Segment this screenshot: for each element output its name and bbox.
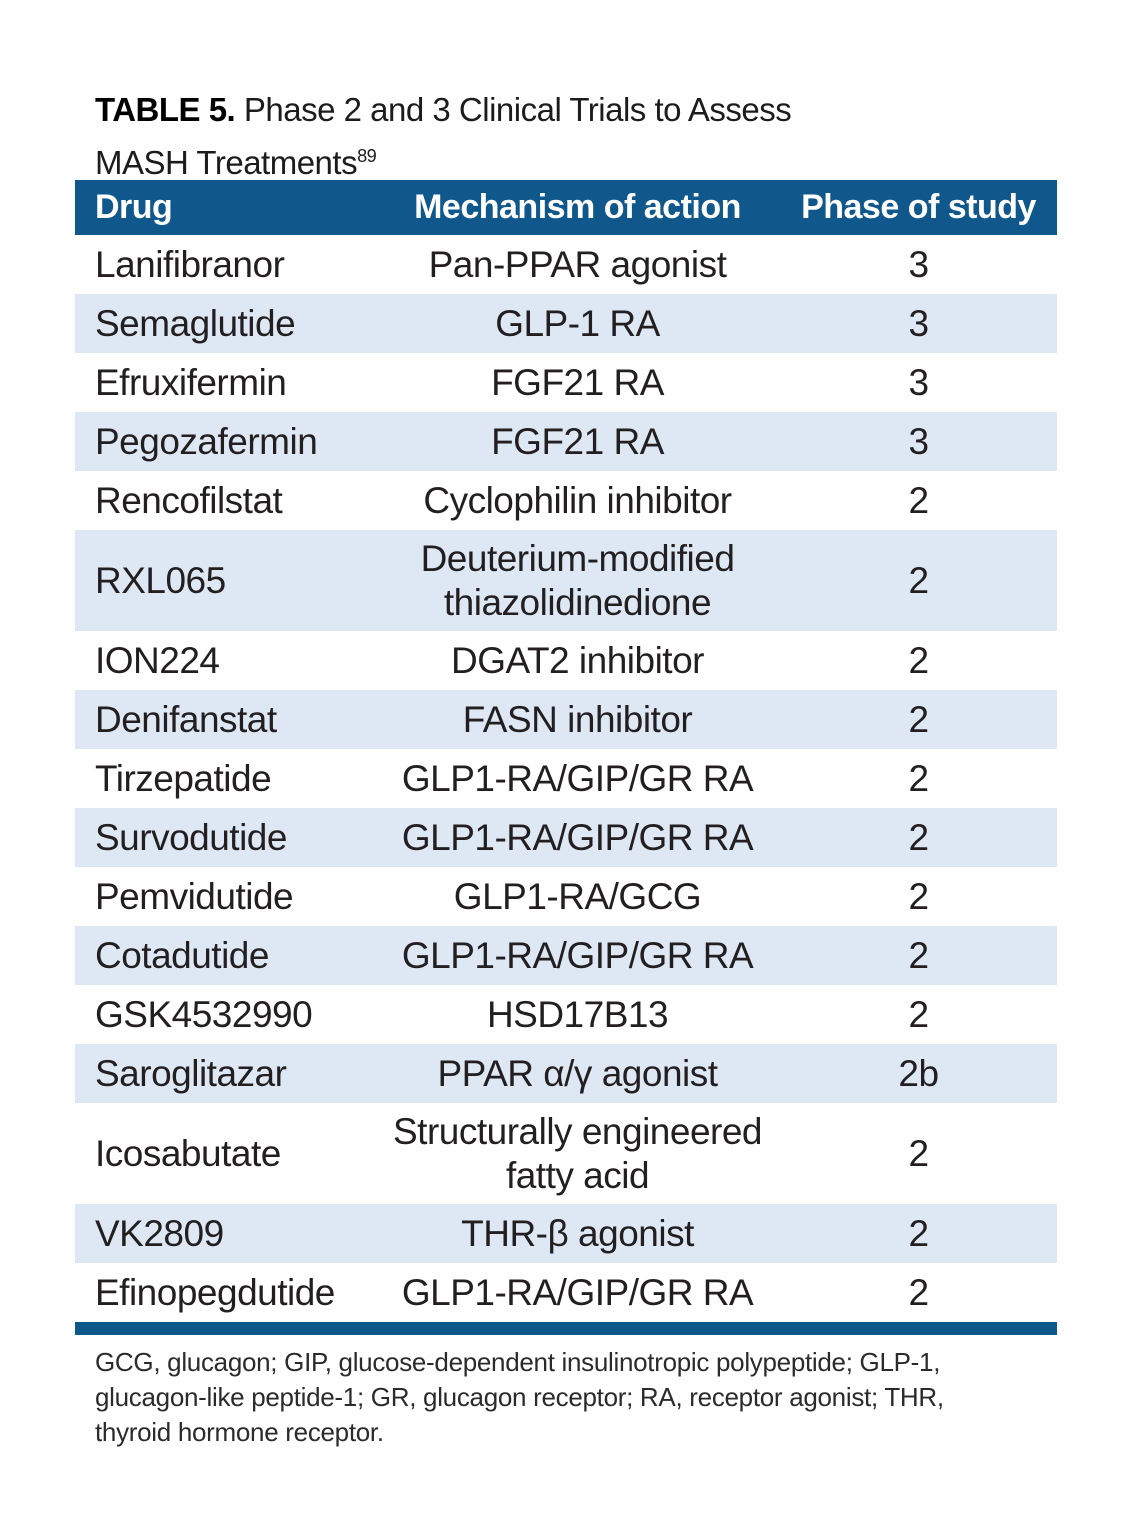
table-title: TABLE 5. Phase 2 and 3 Clinical Trials t… (95, 86, 1055, 186)
phase-cell: 3 (908, 420, 929, 462)
drug-cell: Rencofilstat (95, 479, 283, 521)
mechanism-cell: Deuterium-modified thiazolidinedione (420, 537, 735, 623)
column-header-mechanism: Mechanism of action (414, 188, 741, 226)
drug-cell: VK2809 (95, 1212, 224, 1254)
phase-cell: 2 (908, 1132, 929, 1174)
table-row: RXL065 Deuterium-modified thiazolidinedi… (75, 530, 1057, 631)
mechanism-cell: Cyclophilin inhibitor (423, 479, 732, 521)
drug-cell: Efruxifermin (95, 361, 287, 403)
phase-cell: 2 (908, 698, 929, 740)
mechanism-cell: GLP1-RA/GIP/GR RA (401, 816, 754, 858)
drug-cell: Pegozafermin (95, 420, 318, 462)
column-header-drug: Drug (95, 188, 173, 226)
drug-cell: Lanifibranor (95, 243, 285, 285)
phase-cell: 3 (908, 243, 929, 285)
table-title-line1: TABLE 5. Phase 2 and 3 Clinical Trials t… (95, 86, 1055, 133)
table-row: Cotadutide GLP1-RA/GIP/GR RA 2 (75, 926, 1057, 985)
table-row: Efruxifermin FGF21 RA 3 (75, 353, 1057, 412)
table-row: Semaglutide GLP-1 RA 3 (75, 294, 1057, 353)
table-row: Denifanstat FASN inhibitor 2 (75, 690, 1057, 749)
mechanism-cell: PPAR α/γ agonist (437, 1052, 718, 1094)
mechanism-cell: FGF21 RA (491, 420, 664, 462)
phase-cell: 2 (908, 993, 929, 1035)
phase-cell: 2b (898, 1052, 939, 1094)
phase-cell: 2 (908, 1212, 929, 1254)
mechanism-cell: GLP1-RA/GCG (453, 875, 702, 917)
mechanism-cell: Structurally engineered fatty acid (393, 1110, 763, 1196)
mechanism-cell: HSD17B13 (486, 993, 669, 1035)
phase-cell: 2 (908, 934, 929, 976)
drug-cell: Pemvidutide (95, 875, 294, 917)
phase-cell: 2 (908, 1271, 929, 1313)
table-row: Tirzepatide GLP1-RA/GIP/GR RA 2 (75, 749, 1057, 808)
drug-cell: Semaglutide (95, 302, 296, 344)
mechanism-cell: Pan-PPAR agonist (428, 243, 727, 285)
footnote-line: glucagon-like peptide-1; GR, glucagon re… (95, 1382, 944, 1412)
table-row: Lanifibranor Pan-PPAR agonist 3 (75, 235, 1057, 294)
footnote-line: thyroid hormone receptor. (95, 1417, 384, 1447)
table-title-line2: MASH Treatments89 (95, 133, 1055, 186)
table-row: Efinopegdutide GLP1-RA/GIP/GR RA 2 (75, 1263, 1057, 1322)
phase-cell: 2 (908, 757, 929, 799)
phase-cell: 3 (908, 302, 929, 344)
mechanism-cell: DGAT2 inhibitor (451, 639, 704, 681)
table-row: ION224 DGAT2 inhibitor 2 (75, 631, 1057, 690)
table-row: Pegozafermin FGF21 RA 3 (75, 412, 1057, 471)
phase-cell: 3 (908, 361, 929, 403)
mechanism-cell: GLP1-RA/GIP/GR RA (401, 757, 754, 799)
table-row: VK2809 THR-β agonist 2 (75, 1204, 1057, 1263)
table-bottom-rule (75, 1322, 1057, 1335)
drug-cell: Tirzepatide (95, 757, 272, 799)
clinical-trials-table: Drug Mechanism of action Phase of study … (75, 180, 1057, 1450)
drug-cell: Cotadutide (95, 934, 269, 976)
mechanism-cell: FGF21 RA (491, 361, 664, 403)
phase-cell: 2 (908, 639, 929, 681)
mechanism-cell: GLP1-RA/GIP/GR RA (401, 934, 754, 976)
footnote-line: GCG, glucagon; GIP, glucose-dependent in… (95, 1347, 941, 1377)
phase-cell: 2 (908, 479, 929, 521)
table-row: GSK4532990 HSD17B13 2 (75, 985, 1057, 1044)
phase-cell: 2 (908, 816, 929, 858)
mechanism-cell: FASN inhibitor (462, 698, 693, 740)
table-row: Survodutide GLP1-RA/GIP/GR RA 2 (75, 808, 1057, 867)
drug-cell: Saroglitazar (95, 1052, 287, 1094)
table-row: Saroglitazar PPAR α/γ agonist 2b (75, 1044, 1057, 1103)
column-header-phase: Phase of study (801, 188, 1036, 226)
reference-superscript: 89 (357, 146, 377, 166)
table-title-text: Phase 2 and 3 Clinical Trials to Assess (243, 91, 792, 128)
drug-cell: Denifanstat (95, 698, 277, 740)
mechanism-cell: THR-β agonist (461, 1212, 694, 1254)
table-row: Rencofilstat Cyclophilin inhibitor 2 (75, 471, 1057, 530)
phase-cell: 2 (908, 875, 929, 917)
table-row: Icosabutate Structurally engineered fatt… (75, 1103, 1057, 1204)
drug-cell: ION224 (95, 639, 220, 681)
drug-cell: Efinopegdutide (95, 1271, 335, 1313)
mechanism-cell: GLP-1 RA (495, 302, 660, 344)
drug-cell: GSK4532990 (95, 993, 313, 1035)
drug-cell: Icosabutate (95, 1132, 281, 1174)
table-header-row: Drug Mechanism of action Phase of study (75, 180, 1057, 235)
table-title-text-2: MASH Treatments (95, 144, 358, 181)
phase-cell: 2 (908, 559, 929, 601)
mechanism-cell: GLP1-RA/GIP/GR RA (401, 1271, 754, 1313)
table-row: Pemvidutide GLP1-RA/GCG 2 (75, 867, 1057, 926)
drug-cell: Survodutide (95, 816, 287, 858)
table-number-label: TABLE 5. (95, 91, 236, 128)
abbreviations-footnote: GCG, glucagon; GIP, glucose-dependent in… (95, 1345, 1057, 1450)
drug-cell: RXL065 (95, 559, 226, 601)
